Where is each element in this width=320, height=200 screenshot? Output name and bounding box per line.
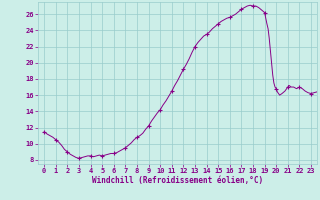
X-axis label: Windchill (Refroidissement éolien,°C): Windchill (Refroidissement éolien,°C): [92, 176, 263, 185]
